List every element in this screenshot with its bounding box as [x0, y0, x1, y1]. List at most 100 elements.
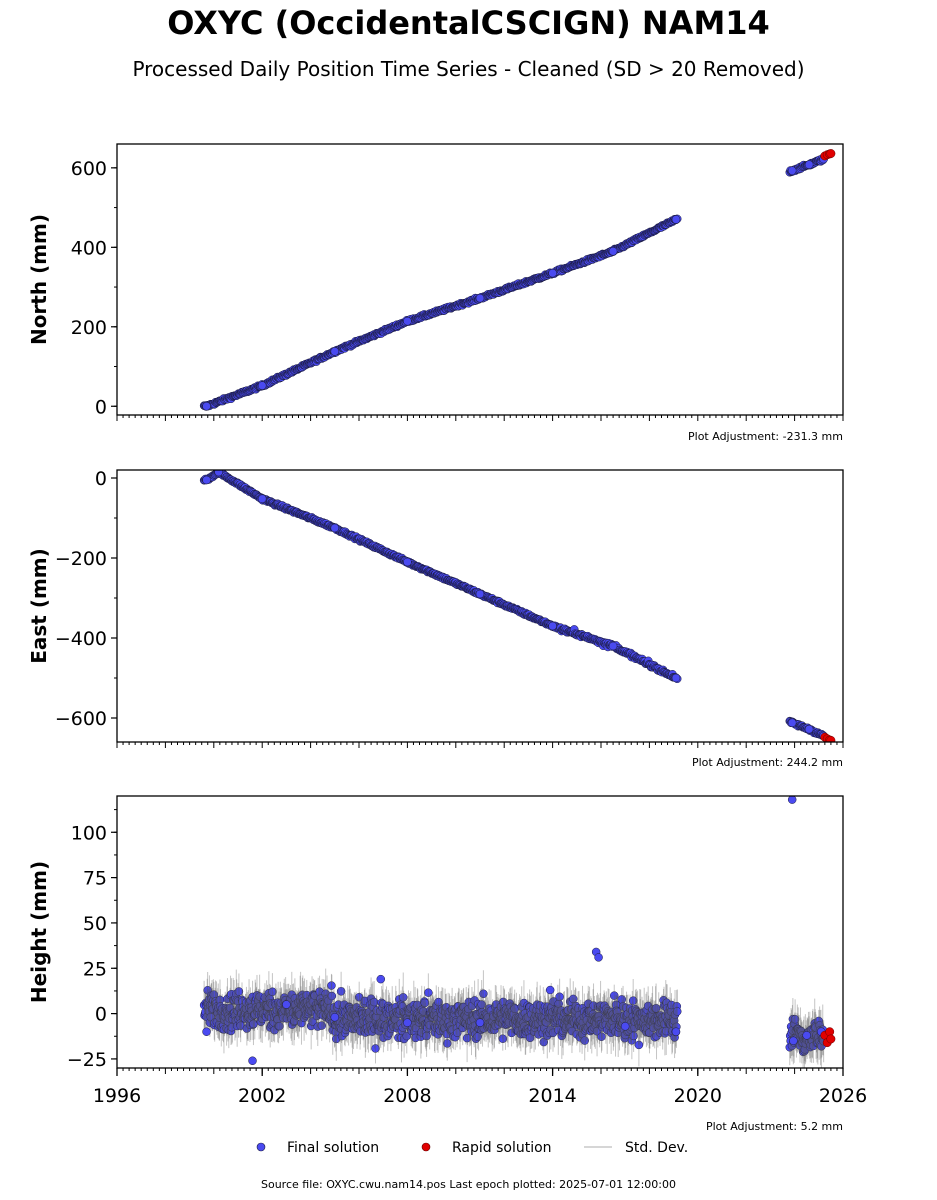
plot-frame — [116, 143, 844, 416]
y-tick-label: −600 — [55, 708, 107, 730]
final-solution-point — [202, 475, 211, 485]
final-solution-point — [330, 1012, 340, 1022]
final-solution-point — [671, 1027, 681, 1036]
final-solution-point — [787, 796, 797, 804]
rapid-solution-point — [826, 149, 836, 158]
y-tick-label: 25 — [83, 958, 107, 980]
final-solution-point — [548, 268, 557, 278]
final-solution-point — [620, 1022, 630, 1031]
panel-north: 0 200 400 600 North (mm) Plot Adjustment: -23… — [27, 143, 844, 443]
y-tick-label: 75 — [83, 868, 107, 890]
final-solution-point — [479, 989, 488, 999]
final-solution-point — [202, 402, 211, 411]
rapid-solution-series — [820, 1027, 836, 1048]
y-tick-label: 50 — [83, 913, 107, 935]
final-solution-point — [651, 1004, 661, 1013]
y-tick-label: −200 — [55, 548, 107, 570]
final-solution-point — [804, 724, 814, 734]
final-solution-series — [202, 154, 828, 411]
final-solution-point — [580, 1036, 589, 1045]
y-tick-label: 100 — [71, 822, 107, 844]
final-solution-point — [545, 985, 555, 995]
final-solution-point — [671, 215, 681, 224]
panel-height: −25 0 25 50 75 100 1996 2002 2008 2014 2020 2026 Hei… — [27, 795, 867, 1133]
final-solution-point — [672, 1007, 682, 1016]
y-tick-label: 0 — [95, 1004, 107, 1026]
final-solution-point — [268, 987, 277, 997]
x-tick-label: 2026 — [819, 1085, 867, 1107]
final-solution-point — [475, 1018, 485, 1027]
final-solution-point — [398, 993, 408, 1002]
final-solution-point — [608, 641, 618, 651]
plot-adjustment-note: Plot Adjustment: 5.2 mm — [706, 1120, 843, 1133]
final-solution-point — [498, 1034, 508, 1043]
y-tick-label: 0 — [95, 396, 107, 418]
final-solution-point — [462, 1033, 472, 1043]
final-solution-point — [597, 1032, 606, 1041]
chart-subtitle: Processed Daily Position Time Series - C… — [132, 57, 805, 81]
legend-rapid-marker — [421, 1142, 431, 1152]
footer-source: Source file: OXYC.cwu.nam14.pos Last epo… — [261, 1178, 676, 1191]
y-tick-label: −400 — [55, 628, 107, 650]
x-tick-label: 2014 — [528, 1085, 576, 1107]
final-solution-point — [330, 347, 340, 356]
legend-final-marker — [256, 1142, 266, 1152]
final-solution-point — [257, 381, 267, 390]
final-solution-point — [282, 1000, 291, 1009]
final-solution-point — [371, 1044, 380, 1053]
rapid-solution-series — [820, 149, 836, 161]
final-solution-point — [548, 621, 557, 631]
final-solution-point — [634, 1040, 644, 1050]
final-solution-point — [434, 997, 443, 1007]
legend: Final solution Rapid solution Std. Dev. — [256, 1140, 688, 1156]
y-axis-label: North (mm) — [27, 214, 51, 345]
final-solution-series — [202, 470, 828, 741]
x-tick-label: 2002 — [238, 1085, 286, 1107]
rapid-solution-series — [820, 732, 836, 742]
x-tick-label: 2020 — [674, 1085, 722, 1107]
y-axis-label: East (mm) — [27, 548, 51, 664]
final-solution-point — [327, 981, 336, 990]
legend-final-label: Final solution — [287, 1140, 379, 1156]
final-solution-point — [202, 1027, 211, 1036]
final-solution-point — [671, 673, 681, 683]
final-solution-point — [475, 293, 485, 303]
final-solution-point — [234, 987, 244, 996]
final-solution-point — [275, 1021, 284, 1031]
plot-area — [199, 470, 836, 742]
final-solution-point — [403, 316, 412, 326]
final-solution-point — [317, 1021, 326, 1030]
y-tick-label: −25 — [67, 1049, 107, 1071]
final-solution-series — [202, 796, 826, 1065]
final-solution-point — [257, 494, 267, 504]
chart-title: OXYC (OccidentalCSCIGN) NAM14 — [167, 4, 770, 42]
final-solution-point — [453, 1028, 462, 1038]
final-solution-point — [804, 160, 814, 169]
legend-rapid-label: Rapid solution — [452, 1140, 552, 1156]
y-axis-label: Height (mm) — [27, 861, 51, 1003]
final-solution-point — [609, 991, 619, 1000]
final-solution-point — [402, 1031, 412, 1041]
final-solution-cloud — [199, 470, 828, 741]
final-solution-point — [248, 1056, 257, 1065]
final-solution-point — [608, 247, 618, 256]
final-solution-point — [420, 998, 430, 1008]
final-solution-point — [330, 523, 340, 533]
rapid-solution-point — [826, 735, 836, 742]
final-solution-point — [424, 988, 433, 997]
x-tick-label: 1996 — [93, 1085, 141, 1107]
x-tick-label: 2008 — [383, 1085, 431, 1107]
legend-sd-label: Std. Dev. — [625, 1140, 688, 1156]
y-tick-label: 400 — [71, 237, 107, 259]
final-solution-point — [539, 1037, 549, 1047]
final-solution-point — [787, 166, 797, 175]
std-dev-bars — [203, 968, 825, 1068]
y-tick-label: 200 — [71, 317, 107, 339]
final-solution-point — [336, 987, 346, 996]
final-solution-point — [787, 718, 797, 728]
rapid-solution-point — [826, 1034, 836, 1044]
panel-east: 0 −200 −400 −600 East (mm) Plot Adjustment: 2… — [27, 468, 844, 769]
plot-adjustment-note: Plot Adjustment: -231.3 mm — [688, 430, 843, 443]
